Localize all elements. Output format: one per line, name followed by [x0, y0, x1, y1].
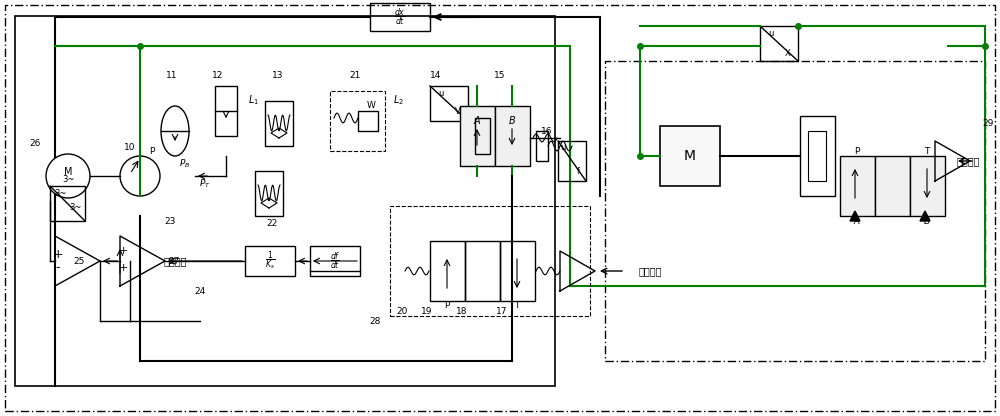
- Text: +: +: [118, 263, 128, 273]
- Text: 11: 11: [166, 72, 178, 81]
- Text: V: V: [455, 106, 461, 116]
- Text: P: P: [149, 146, 155, 156]
- Text: 12: 12: [212, 72, 224, 81]
- Text: 24: 24: [194, 287, 206, 295]
- Text: 27: 27: [168, 257, 179, 265]
- Text: f: f: [576, 166, 580, 176]
- Circle shape: [120, 156, 160, 196]
- Text: 22: 22: [266, 220, 278, 228]
- Text: T: T: [924, 146, 930, 156]
- Text: X: X: [785, 49, 791, 57]
- Bar: [465, 241, 500, 301]
- Text: +: +: [118, 246, 128, 256]
- Text: 16: 16: [541, 126, 553, 136]
- Bar: [875, 156, 910, 216]
- Text: 20: 20: [396, 307, 408, 315]
- Bar: [310, 246, 360, 276]
- Polygon shape: [850, 211, 860, 221]
- Bar: [500, 241, 535, 301]
- Text: 14: 14: [430, 72, 441, 81]
- Text: $P_T$: $P_T$: [199, 178, 211, 190]
- Text: B: B: [509, 116, 515, 126]
- Text: $\frac{df}{dt}$: $\frac{df}{dt}$: [330, 250, 340, 272]
- Bar: [840, 156, 875, 216]
- Bar: [536, 131, 548, 161]
- Bar: [430, 86, 468, 121]
- Text: $L_1$: $L_1$: [248, 93, 259, 107]
- Bar: [215, 86, 237, 136]
- Text: +: +: [53, 248, 63, 260]
- Text: u: u: [768, 29, 774, 37]
- Text: P: P: [854, 146, 860, 156]
- Text: 10: 10: [124, 144, 136, 153]
- Bar: [660, 126, 720, 186]
- Text: $P_B$: $P_B$: [179, 158, 191, 170]
- Text: B: B: [924, 216, 930, 225]
- Bar: [245, 246, 295, 276]
- Text: 18: 18: [456, 307, 468, 315]
- Text: 13: 13: [272, 72, 284, 81]
- Text: $L_2$: $L_2$: [393, 93, 404, 107]
- Polygon shape: [920, 211, 930, 221]
- Bar: [15, 16, 555, 386]
- Text: M: M: [684, 149, 696, 163]
- Bar: [255, 171, 283, 216]
- Bar: [390, 206, 590, 316]
- Bar: [475, 118, 490, 154]
- Text: 速度指令: 速度指令: [163, 256, 187, 266]
- Text: 23: 23: [164, 216, 176, 225]
- Bar: [605, 61, 985, 361]
- Bar: [265, 101, 293, 146]
- Text: 位置指令: 位置指令: [956, 156, 980, 166]
- Bar: [370, 3, 430, 31]
- Text: u: u: [560, 144, 566, 153]
- Text: $\frac{1}{K_s}$: $\frac{1}{K_s}$: [265, 250, 275, 272]
- Bar: [330, 91, 385, 151]
- Text: A: A: [474, 116, 480, 126]
- Bar: [430, 241, 465, 301]
- Text: 17: 17: [496, 307, 508, 315]
- Text: 15: 15: [494, 72, 506, 81]
- Text: 3~: 3~: [62, 176, 74, 185]
- Ellipse shape: [161, 106, 189, 156]
- Bar: [460, 106, 495, 166]
- Bar: [910, 156, 945, 216]
- Text: 21: 21: [349, 72, 361, 81]
- Text: T: T: [514, 302, 520, 310]
- Text: P: P: [444, 302, 450, 310]
- Text: 26: 26: [29, 139, 41, 149]
- Bar: [50, 186, 85, 221]
- Text: 25: 25: [73, 257, 84, 265]
- Bar: [808, 131, 826, 181]
- Text: A: A: [854, 216, 860, 225]
- Text: 3~: 3~: [69, 203, 81, 213]
- Text: 3~: 3~: [54, 190, 66, 198]
- Text: -: -: [56, 262, 60, 275]
- Text: $\frac{dx}{dt}$: $\frac{dx}{dt}$: [394, 6, 406, 28]
- Text: u: u: [438, 89, 444, 97]
- Text: 28: 28: [369, 317, 381, 325]
- Text: W: W: [367, 102, 375, 111]
- Text: 29: 29: [982, 119, 994, 129]
- Bar: [800, 116, 835, 196]
- Text: 19: 19: [421, 307, 433, 315]
- Circle shape: [46, 154, 90, 198]
- Bar: [760, 26, 798, 61]
- Text: M: M: [64, 167, 72, 177]
- Bar: [495, 106, 530, 166]
- Text: 加载指令: 加载指令: [638, 266, 662, 276]
- Bar: [558, 141, 586, 181]
- Bar: [358, 111, 378, 131]
